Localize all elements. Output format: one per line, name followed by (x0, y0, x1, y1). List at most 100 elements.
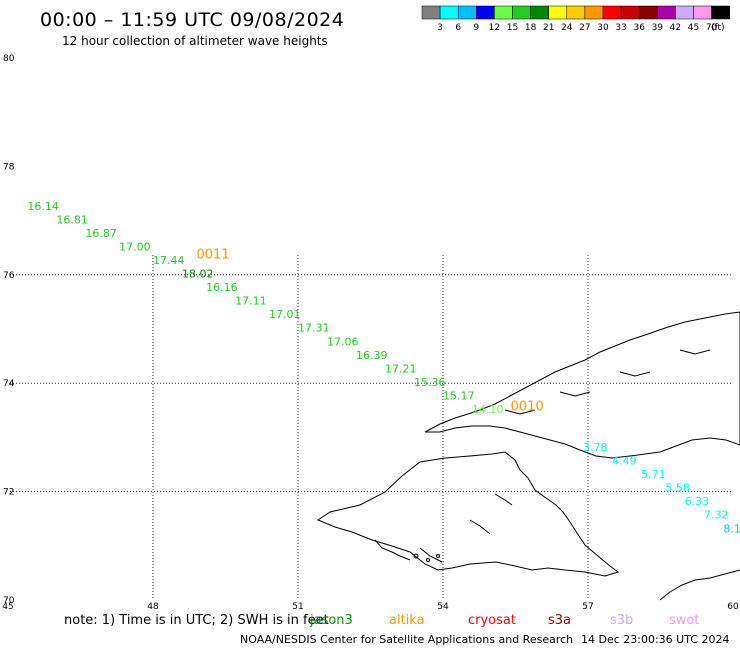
colorbar-tick-label: 30 (597, 23, 609, 33)
observation-label: 17.21 (385, 362, 417, 375)
coastline-detail (374, 493, 513, 563)
colorbar-tick-label: 33 (615, 23, 626, 33)
pass-time-label: 0010 (511, 399, 544, 414)
x-tick-label: 45 (2, 602, 13, 612)
wave-height-colorbar: 3 6 9 12 15 18 21 24 27 30 33 36 39 42 45 70 (421, 5, 730, 33)
y-tick-label: 78 (3, 162, 15, 172)
coastline-mainland (659, 569, 740, 601)
observation-label: 16.81 (56, 213, 87, 226)
observation-label: 17.06 (327, 335, 359, 348)
colorbar-tick-label: 9 (473, 23, 479, 33)
x-tick-label: 57 (582, 602, 593, 612)
satellite-legend-item: jason3 (309, 613, 353, 628)
colorbar-tick-label: 12 (489, 23, 500, 33)
colorbar-swatch (421, 5, 441, 20)
colorbar-swatch (476, 5, 495, 20)
coastline-islet (436, 554, 440, 558)
colorbar-tick-label: 3 (437, 23, 443, 33)
satellite-legend-item: s3b (610, 613, 633, 628)
x-tick-label: 51 (292, 602, 303, 612)
y-tick-label: 70 (3, 596, 15, 606)
colorbar-tick-label: 45 (688, 23, 699, 33)
colorbar-swatch (530, 5, 549, 20)
observation-label: 15.36 (414, 376, 446, 389)
observation-label: 14.10 (472, 403, 504, 416)
colorbar-swatch (512, 5, 531, 20)
colorbar-swatch (620, 5, 640, 20)
y-tick-label: 80 (3, 54, 15, 64)
satellite-legend-item: s3a (548, 613, 571, 628)
x-tick-labels: 45 48 51 54 57 60 (2, 602, 739, 612)
colorbar-swatch (657, 5, 676, 20)
colorbar-swatch (457, 5, 477, 20)
colorbar-tick-label: 39 (652, 23, 664, 33)
plot-area: 16.1416.8116.8717.0017.4418.0216.1617.11… (2, 54, 740, 612)
y-tick-label: 76 (3, 271, 15, 281)
gridlines (10, 255, 733, 600)
colorbar-tick-label: 42 (670, 23, 681, 33)
footer-credit: NOAA/NESDIS Center for Satellite Applica… (240, 633, 573, 646)
observation-label: 16.14 (27, 200, 59, 213)
observation-label: 17.11 (235, 295, 267, 308)
colorbar-swatch (566, 5, 586, 20)
colorbar-swatch (675, 5, 694, 20)
observation-label: 5.58 (665, 482, 690, 495)
satellite-legend-item: cryosat (468, 613, 516, 628)
colorbar-tick-label: 6 (455, 23, 461, 33)
x-tick-label: 54 (437, 602, 449, 612)
observation-label: 7.32 (704, 509, 729, 522)
satellite-legend: jason3 altika cryosat s3a s3b swot (309, 613, 699, 628)
observation-label: 18.02 (182, 268, 214, 281)
colorbar-swatch (548, 5, 568, 20)
footer-timestamp: 14 Dec 23:00:36 UTC 2024 (581, 633, 729, 646)
chart-subtitle: 12 hour collection of altimeter wave hei… (62, 34, 328, 48)
observation-label: 4.49 (612, 455, 637, 468)
coastline-island-north (424, 311, 740, 459)
colorbar-tick-label: 36 (633, 23, 645, 33)
x-tick-label: 48 (147, 602, 159, 612)
colorbar-tick-label: 27 (579, 23, 590, 33)
coastline (316, 311, 740, 601)
observation-label: 16.16 (206, 281, 238, 294)
colorbar-swatch (584, 5, 604, 20)
chart-title: 00:00 – 11:59 UTC 09/08/2024 (40, 9, 344, 31)
colorbar-swatch (711, 5, 730, 20)
colorbar-tick-label: 21 (543, 23, 554, 33)
observation-label: 15.17 (443, 389, 475, 402)
colorbar-tick-label: 18 (525, 23, 537, 33)
observation-label: 17.44 (153, 254, 185, 267)
observation-label: 16.87 (85, 227, 117, 240)
satellite-legend-item: altika (389, 613, 425, 628)
x-tick-label: 60 (727, 602, 739, 612)
y-tick-labels: 70 72 74 76 78 80 (3, 54, 15, 606)
observation-label: 17.00 (119, 240, 150, 253)
colorbar-swatch (602, 5, 622, 20)
colorbar-swatch (494, 5, 513, 20)
observation-label: 8.14 (723, 522, 740, 535)
observation-label: 17.01 (269, 308, 301, 321)
observation-label: 3.78 (583, 441, 608, 454)
coastline-islet (426, 558, 430, 562)
coastline-island-south (316, 451, 620, 577)
coastline-detail-north (504, 349, 711, 415)
colorbar-tick-label: 24 (561, 23, 573, 33)
colorbar-swatch (638, 5, 658, 20)
footer-note: note: 1) Time is in UTC; 2) SWH is in fe… (64, 613, 329, 628)
observation-label: 16.39 (356, 349, 388, 362)
pass-time-label: 0011 (197, 248, 230, 263)
pass-time-annotations: 0011 0010 (197, 248, 544, 415)
observation-label: 17.31 (298, 322, 330, 335)
colorbar-swatch (693, 5, 712, 20)
coastline-islet (413, 553, 419, 559)
observation-label: 6.33 (685, 495, 710, 508)
y-tick-label: 72 (3, 488, 14, 498)
observation-label: 5.71 (641, 468, 666, 481)
y-tick-label: 74 (3, 379, 15, 389)
colorbar-swatch (439, 5, 459, 20)
colorbar-tick-label: 15 (507, 23, 518, 33)
satellite-legend-item: swot (669, 613, 699, 628)
observations: 16.1416.8116.8717.0017.4418.0216.1617.11… (27, 200, 740, 535)
colorbar-tick-label: 70 (706, 23, 718, 33)
colorbar-unit: (ft) (711, 23, 725, 33)
